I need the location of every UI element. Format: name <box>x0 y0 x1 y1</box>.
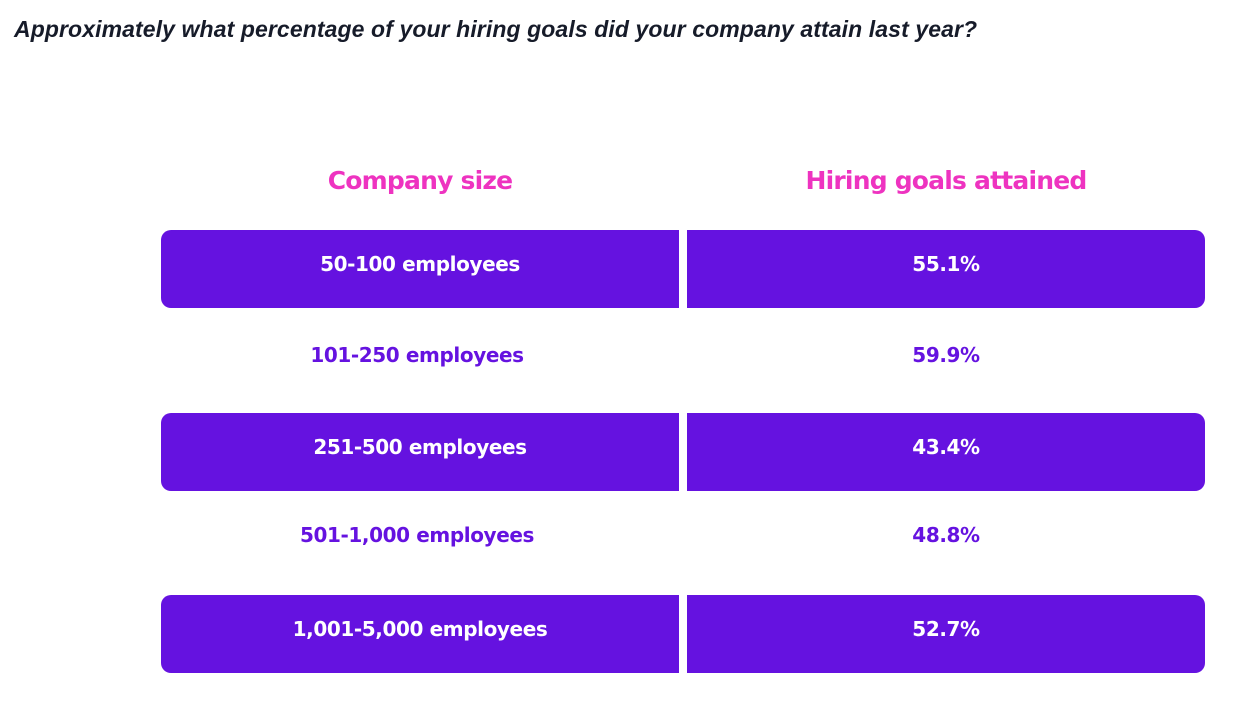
hiring-goal-cell: 43.4% <box>687 413 1205 491</box>
table-row: 1,001-5,000 employees 52.7% <box>161 595 1205 673</box>
column-header-company-size: Company size <box>327 166 513 195</box>
hiring-goal-cell: 55.1% <box>687 230 1205 308</box>
table-row: 501-1,000 employees 48.8% <box>161 501 1205 579</box>
hiring-goal-cell: 48.8% <box>912 523 980 547</box>
table-row: 251-500 employees 43.4% <box>161 413 1205 491</box>
company-size-cell: 251-500 employees <box>161 413 679 491</box>
column-header-hiring-goals: Hiring goals attained <box>805 166 1088 195</box>
company-size-cell: 1,001-5,000 employees <box>161 595 679 673</box>
hiring-goal-cell: 59.9% <box>912 343 980 367</box>
survey-question-title: Approximately what percentage of your hi… <box>14 16 978 42</box>
company-size-cell: 101-250 employees <box>310 343 524 367</box>
hiring-goal-cell: 52.7% <box>687 595 1205 673</box>
table-row: 50-100 employees 55.1% <box>161 230 1205 308</box>
company-size-cell: 501-1,000 employees <box>299 523 535 547</box>
company-size-cell: 50-100 employees <box>161 230 679 308</box>
table-row: 101-250 employees 59.9% <box>161 321 1205 399</box>
